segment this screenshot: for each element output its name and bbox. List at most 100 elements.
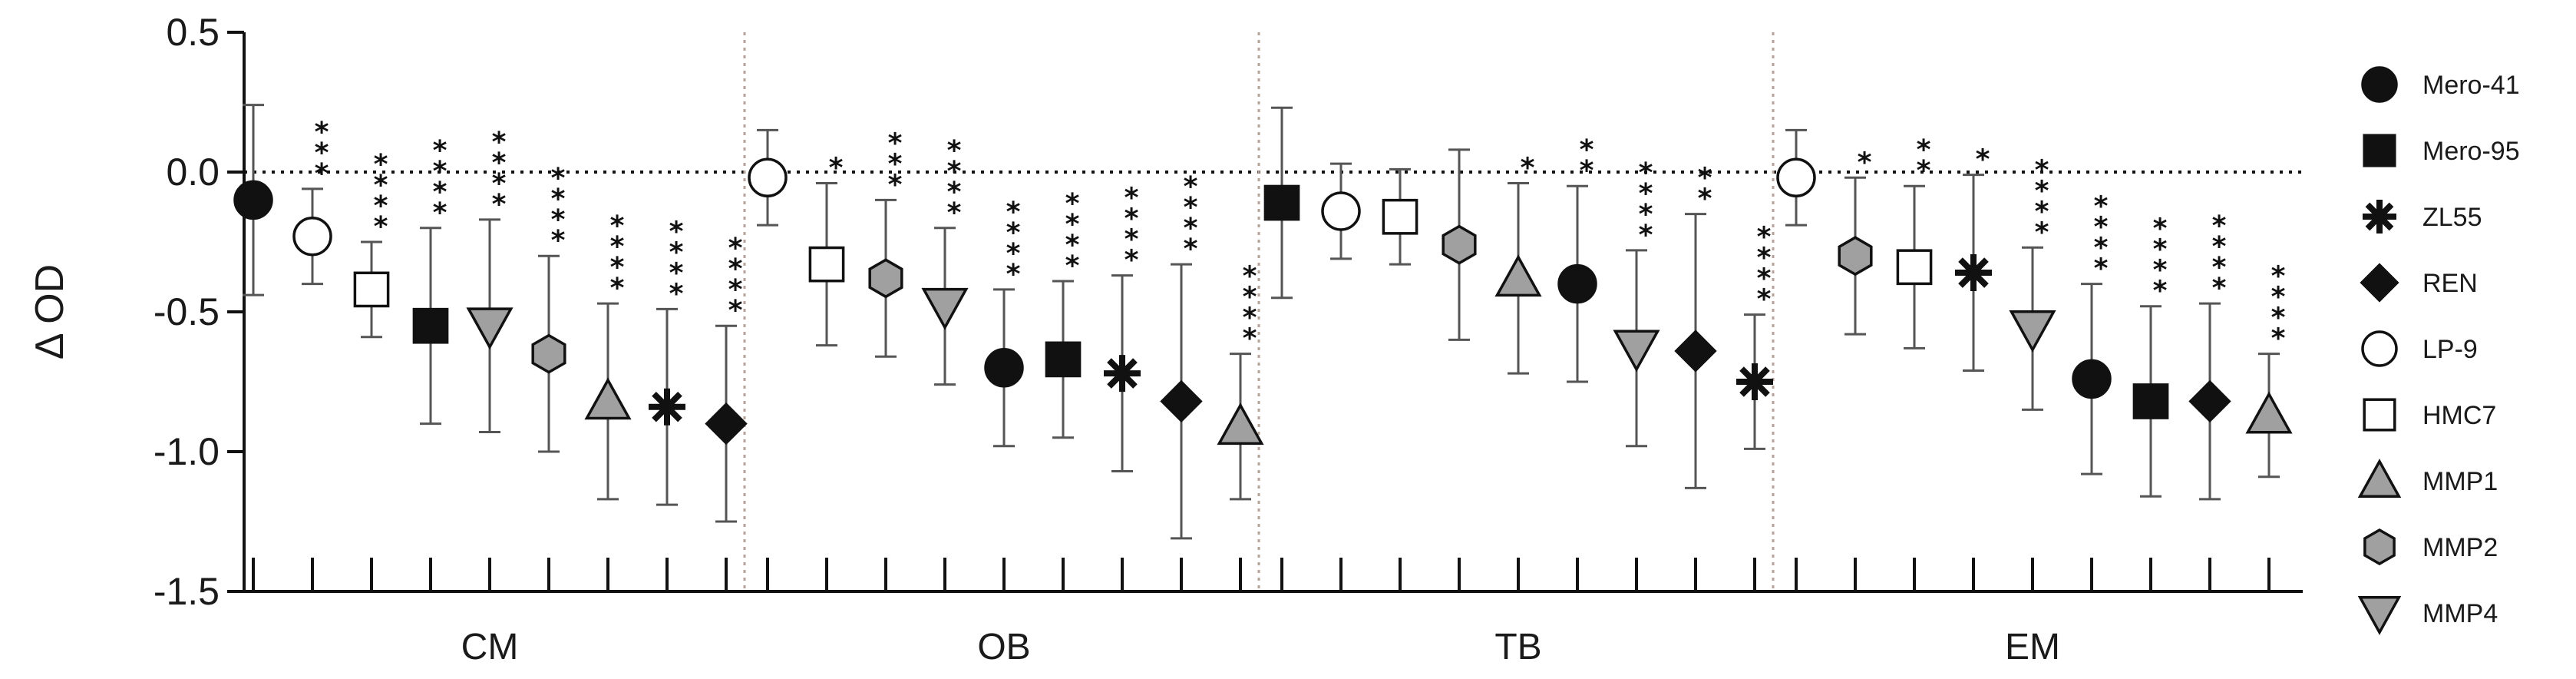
- significance-star: *: [2212, 273, 2227, 304]
- significance-star: *: [1184, 192, 1198, 224]
- significance-star: *: [1858, 147, 1872, 178]
- significance-star: *: [492, 168, 507, 200]
- significance-star: *: [1125, 204, 1139, 235]
- significance-star: *: [1184, 234, 1198, 265]
- data-point-zl55: [649, 388, 685, 426]
- significance-star: *: [2212, 252, 2227, 283]
- significance-star: *: [1006, 217, 1021, 249]
- significance-star: *: [2271, 323, 2286, 355]
- legend-label: LP-9: [2422, 335, 2478, 364]
- significance-star: *: [1639, 199, 1653, 230]
- data-point-mero-41: [233, 180, 273, 220]
- significance-star: *: [947, 156, 962, 187]
- data-point-ren: [1160, 379, 1203, 423]
- significance-star: *: [492, 127, 507, 158]
- legend-label: MMP4: [2422, 599, 2498, 628]
- significance-star: *: [610, 231, 625, 263]
- significance-star: *: [433, 156, 447, 187]
- significance-star: *: [492, 189, 507, 220]
- data-point-mero-95: [2132, 383, 2169, 419]
- legend-item: MMP1: [2357, 459, 2498, 498]
- significance-star: *: [1976, 144, 1990, 176]
- significance-star: *: [610, 252, 625, 283]
- significance-star: *: [1006, 259, 1021, 290]
- significance-star: *: [1065, 209, 1080, 240]
- x-group-label: EM: [2005, 627, 2060, 667]
- significance-star: *: [610, 273, 625, 304]
- significance-star: *: [2094, 212, 2109, 243]
- legend-marker-ren: [2360, 263, 2399, 303]
- x-group-label: TB: [1494, 627, 1541, 667]
- significance-star: *: [1521, 153, 1535, 184]
- significance-star: *: [374, 190, 388, 222]
- legend-label: Mero-41: [2422, 71, 2520, 100]
- x-group-label: OB: [977, 627, 1030, 667]
- significance-star: *: [1184, 213, 1198, 244]
- significance-star: *: [2094, 253, 2109, 285]
- data-point-mmp4: [1613, 330, 1660, 373]
- significance-star: *: [1243, 323, 1257, 355]
- significance-star: *: [2271, 261, 2286, 293]
- data-point-ren: [705, 402, 748, 445]
- data-point-hmc7: [353, 271, 390, 308]
- significance-star: *: [2035, 154, 2049, 186]
- legend-item: ZL55: [2363, 200, 2482, 234]
- significance-star: *: [551, 163, 566, 194]
- legend-marker-mmp2: [2363, 528, 2396, 566]
- significance-star: *: [374, 149, 388, 181]
- significance-star: *: [2153, 255, 2168, 287]
- significance-star: *: [1917, 134, 1931, 166]
- data-point-mero-41: [2072, 359, 2112, 399]
- data-point-mmp2: [531, 333, 566, 374]
- significance-star: *: [2271, 282, 2286, 313]
- significance-star: *: [1639, 157, 1653, 189]
- data-point-mmp2: [868, 258, 903, 299]
- significance-star: *: [315, 117, 329, 148]
- significance-star: *: [888, 169, 903, 200]
- y-tick-label: 0.0: [166, 151, 220, 194]
- data-point-lp-9: [1321, 191, 1361, 231]
- significance-star: *: [2094, 233, 2109, 264]
- legend-item: Mero-41: [2361, 66, 2520, 103]
- data-point-mmp4: [921, 287, 969, 330]
- significance-star: *: [669, 257, 684, 289]
- significance-star: *: [2094, 191, 2109, 223]
- significance-star: *: [728, 253, 743, 285]
- data-point-lp-9: [292, 216, 332, 257]
- significance-star: *: [1065, 188, 1080, 220]
- y-tick-label: 0.5: [166, 11, 220, 54]
- data-point-mmp1: [584, 377, 632, 420]
- significance-star: *: [2271, 303, 2286, 334]
- legend-marker-mmp4: [2357, 596, 2402, 635]
- legend-label: ZL55: [2422, 203, 2482, 232]
- significance-star: *: [2153, 234, 2168, 266]
- significance-star: *: [1757, 222, 1772, 253]
- significance-star: *: [2035, 175, 2049, 207]
- y-tick-label: -0.5: [154, 290, 220, 333]
- data-point-hmc7: [1382, 198, 1418, 235]
- y-tick-label: -1.0: [154, 430, 220, 473]
- data-point-hmc7: [808, 246, 845, 283]
- legend-label: REN: [2422, 269, 2478, 298]
- legend-marker-zl55: [2363, 200, 2396, 234]
- legend-label: MMP2: [2422, 533, 2498, 562]
- significance-star: *: [1639, 178, 1653, 210]
- significance-star: *: [2035, 217, 2049, 248]
- significance-star: *: [888, 148, 903, 180]
- significance-star: *: [669, 237, 684, 268]
- significance-star: *: [1006, 238, 1021, 270]
- significance-star: *: [1757, 243, 1772, 274]
- significance-star: *: [947, 197, 962, 229]
- data-point-mmp1: [2245, 391, 2293, 434]
- significance-star: *: [1125, 245, 1139, 277]
- data-point-ren: [1674, 330, 1717, 373]
- data-point-mmp1: [1494, 254, 1542, 297]
- legend-marker-mero-95: [2363, 134, 2396, 167]
- data-point-lp-9: [748, 157, 788, 198]
- significance-star: *: [551, 184, 566, 215]
- legend-marker-mero-41: [2361, 66, 2398, 103]
- legend-item: MMP4: [2357, 596, 2498, 635]
- significance-star: *: [947, 177, 962, 208]
- significance-star: *: [1757, 263, 1772, 295]
- significance-star: *: [728, 274, 743, 306]
